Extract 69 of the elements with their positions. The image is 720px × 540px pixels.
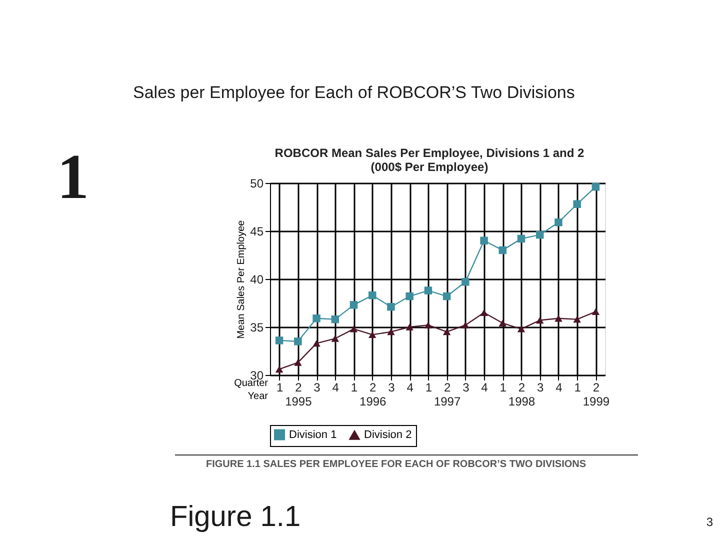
point [592,182,600,191]
x-axis-title: Quarter Year [234,378,269,402]
x-tick-label: 2 1995 [285,380,312,408]
x-tick-label: 1 [500,380,507,394]
x-tick-label: 3 [314,380,321,394]
point [517,234,526,243]
text: Sales per Employee for Each of ROBCOR’S Two Divisions [133,83,575,102]
point [350,326,358,332]
point [536,316,544,324]
x-tick-label: 3 [388,380,396,394]
point [331,315,340,324]
caption: FIGURE 1.1 SALES PER EMPLOYEE FOR EACH OF ROBCOR’S TWO DIVISIONS [206,459,586,470]
point [387,328,395,336]
x-tick-label: 4 [406,380,414,394]
point [573,200,581,208]
text: 1 [57,141,89,212]
chart-title: ROBCOR Mean Sales Per Employee, Divisions 1 and 2 [274,146,585,160]
point [498,320,507,327]
x-tick-label: 1 [574,380,582,394]
point [331,335,340,342]
point [442,292,451,300]
point [312,314,320,322]
point [275,366,284,373]
point [442,328,451,336]
point [294,338,302,346]
caption: Figure 1.1 [170,501,301,533]
point [536,230,544,239]
legend-label: Division 1 [289,428,337,441]
x-tick-label: 2 1996 [360,380,387,408]
point [368,291,376,300]
point [387,302,395,311]
y-axis-title: Mean Sales Per Employee [236,220,248,339]
x-tick-label: 4 [332,380,340,394]
x-tick-label: 2 1998 [508,380,536,408]
point [275,336,284,344]
point [462,322,470,328]
x-tick-label: 4 [481,380,488,394]
point [554,315,562,322]
point [573,316,581,323]
point [406,324,414,330]
x-tick-label: 3 [462,380,470,394]
y-tick-label: 45 [250,224,264,238]
point [517,326,526,332]
x-tick-label: 2 1999 [582,380,610,408]
y-tick-label: 50 [250,176,264,190]
point [498,246,507,254]
text: 3 [706,515,714,529]
x-tick-label: 4 [556,380,563,394]
y-tick-label: 40 [250,272,264,286]
x-tick-label: 1 [425,380,432,394]
point [406,292,414,300]
point [424,286,432,294]
point [480,236,488,244]
point [480,309,488,316]
point [424,322,432,328]
legend-label: Division 2 [364,429,412,442]
chart-subtitle: (000$ Per Employee) [370,160,488,174]
y-tick-label: 35 [250,320,264,334]
point [554,218,562,226]
point [368,331,376,338]
point [312,340,320,347]
point [462,278,470,286]
x-tick-label: 2 1997 [434,380,461,408]
x-tick-label: 1 [350,380,358,394]
point [294,359,302,366]
point [350,301,358,309]
x-tick-label: 1 [276,380,284,394]
x-tick-label: 3 [537,380,544,394]
point [592,308,600,315]
